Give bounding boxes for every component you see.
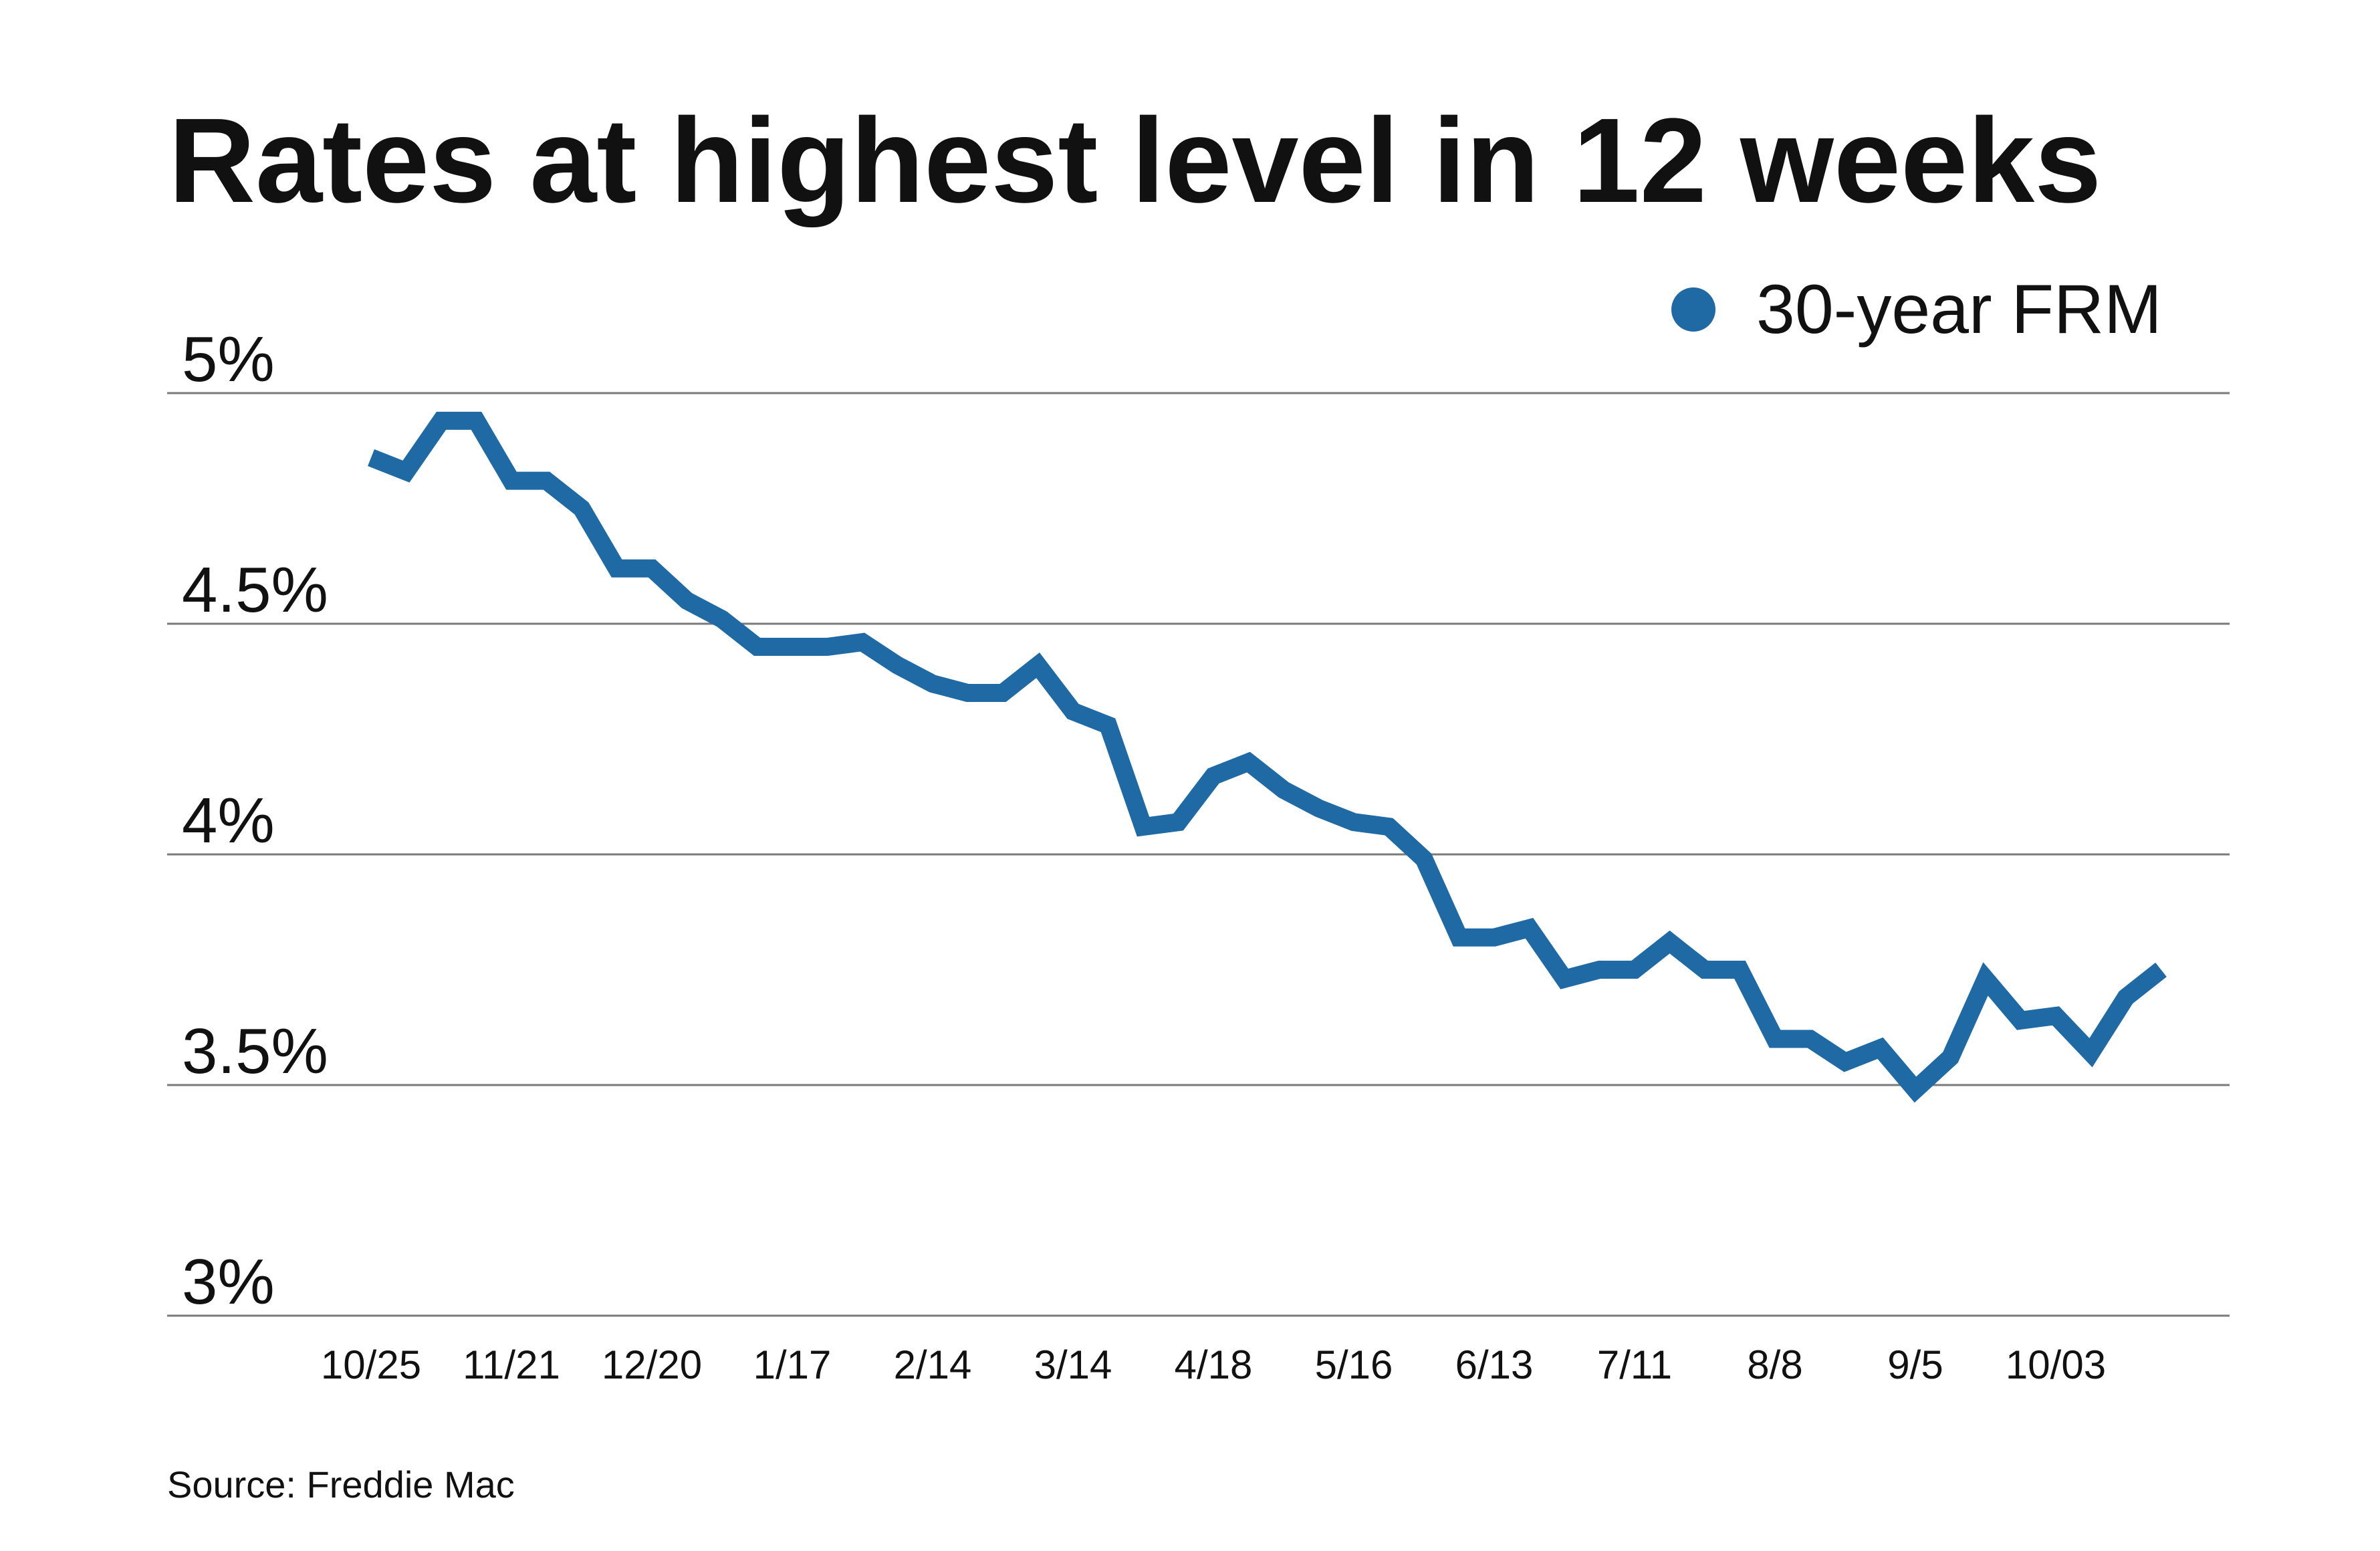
y-tick-label: 4%	[182, 785, 275, 856]
legend-label: 30-year FRM	[1756, 271, 2162, 348]
x-tick-label: 4/18	[1175, 1342, 1253, 1387]
x-tick-label: 5/16	[1315, 1342, 1393, 1387]
series-layer	[368, 411, 2167, 1103]
y-axis-ticks: 5% 4.5% 4% 3.5% 3%	[182, 324, 328, 1318]
y-tick-label: 3%	[182, 1246, 275, 1318]
x-tick-label: 10/25	[321, 1342, 421, 1387]
x-tick-label: 8/8	[1747, 1342, 1802, 1387]
gridlines	[167, 392, 2230, 1317]
legend: 30-year FRM	[1671, 271, 2162, 348]
chart-title: Rates at highest level in 12 weeks	[168, 94, 2101, 228]
x-tick-label: 1/17	[753, 1342, 832, 1387]
x-axis-ticks: 10/25 11/21 12/20 1/17 2/14 3/14 4/18 5/16 6/13 7…	[321, 1342, 2106, 1387]
x-tick-label: 2/14	[894, 1342, 972, 1387]
series-line	[368, 411, 2167, 1103]
y-tick-label: 3.5%	[182, 1016, 328, 1087]
y-tick-label: 4.5%	[182, 554, 328, 626]
source-note: Source: Freddie Mac	[167, 1463, 515, 1506]
x-tick-label: 12/20	[602, 1342, 702, 1387]
legend-swatch	[1671, 287, 1715, 332]
y-tick-label: 5%	[182, 324, 275, 395]
x-tick-label: 9/5	[1887, 1342, 1943, 1387]
x-tick-label: 10/03	[2006, 1342, 2106, 1387]
x-tick-label: 7/11	[1597, 1342, 1672, 1387]
x-tick-label: 11/21	[463, 1342, 560, 1387]
x-tick-label: 3/14	[1034, 1342, 1112, 1387]
x-tick-label: 6/13	[1455, 1342, 1534, 1387]
